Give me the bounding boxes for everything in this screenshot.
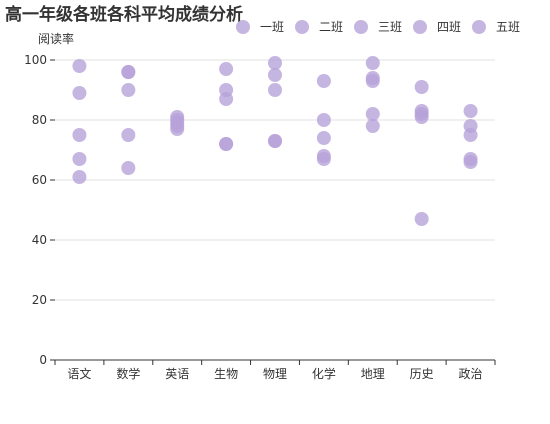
x-tick-label-6: 化学 <box>312 366 336 381</box>
data-point <box>365 119 380 133</box>
legend-item-5[interactable]: 五班 <box>472 20 520 34</box>
series-2 <box>72 68 478 133</box>
x-tick-label-4: 生物 <box>214 367 238 381</box>
data-point <box>268 68 282 82</box>
x-tick-label-5: 物理 <box>263 367 287 381</box>
data-point <box>121 83 136 97</box>
data-point <box>414 212 429 226</box>
data-point <box>268 56 282 70</box>
y-tick-label: 80 <box>32 113 47 127</box>
data-point <box>463 128 478 142</box>
data-point <box>463 155 478 169</box>
data-point <box>365 107 380 121</box>
data-point <box>219 92 234 106</box>
x-tick-label-9: 政治 <box>459 367 483 381</box>
legend: 一班 二班 三班 四班 五班 <box>236 20 520 34</box>
data-point <box>316 131 331 145</box>
data-point <box>219 62 234 76</box>
legend-marker <box>295 20 309 34</box>
data-point <box>414 80 429 94</box>
y-tick-label: 40 <box>32 233 47 247</box>
legend-label: 四班 <box>437 20 461 34</box>
data-point <box>72 170 87 184</box>
data-point <box>316 113 331 127</box>
legend-item-4[interactable]: 四班 <box>413 20 461 34</box>
y-tick-label: 20 <box>32 293 47 307</box>
data-point <box>414 110 429 124</box>
legend-marker <box>236 20 250 34</box>
data-point <box>463 104 478 118</box>
legend-marker <box>354 20 368 34</box>
data-point <box>365 56 380 70</box>
legend-label: 五班 <box>496 20 520 34</box>
legend-item-1[interactable]: 一班 <box>236 20 284 34</box>
data-point <box>121 128 136 142</box>
y-axis-label: 阅读率 <box>38 31 74 46</box>
legend-marker <box>472 20 486 34</box>
data-point <box>219 137 234 151</box>
x-tick-label-1: 语文 <box>67 366 91 381</box>
y-tick-label: 100 <box>24 53 47 67</box>
x-tick-label-8: 历史 <box>410 367 434 381</box>
data-point <box>268 83 282 97</box>
data-points <box>72 56 478 226</box>
legend-label: 三班 <box>378 20 402 34</box>
data-point <box>121 65 136 79</box>
data-point <box>316 152 331 166</box>
legend-label: 二班 <box>319 20 343 34</box>
legend-item-2[interactable]: 二班 <box>295 20 343 34</box>
y-tick-label: 0 <box>39 353 47 367</box>
data-point <box>72 59 87 73</box>
data-point <box>170 122 185 136</box>
x-tick-label-7: 地理 <box>361 367 385 381</box>
data-point <box>121 161 136 175</box>
x-tick-label-2: 数学 <box>116 366 140 381</box>
y-tick-label: 60 <box>32 173 47 187</box>
legend-label: 一班 <box>260 20 284 34</box>
data-point <box>316 74 331 88</box>
axes: 0 20 40 60 80 100 语文 数学 英语 生物 物理 化学 地理 历史 政治 <box>24 53 496 381</box>
data-point <box>72 86 87 100</box>
data-point <box>72 128 87 142</box>
legend-marker <box>413 20 427 34</box>
data-point <box>72 152 87 166</box>
legend-item-3[interactable]: 三班 <box>354 20 402 34</box>
chart-title: 高一年级各班各科平均成绩分析 <box>5 4 243 25</box>
data-point <box>268 134 282 148</box>
x-tick-label-3: 英语 <box>165 367 189 381</box>
data-point <box>365 74 380 88</box>
series-5 <box>72 65 478 226</box>
